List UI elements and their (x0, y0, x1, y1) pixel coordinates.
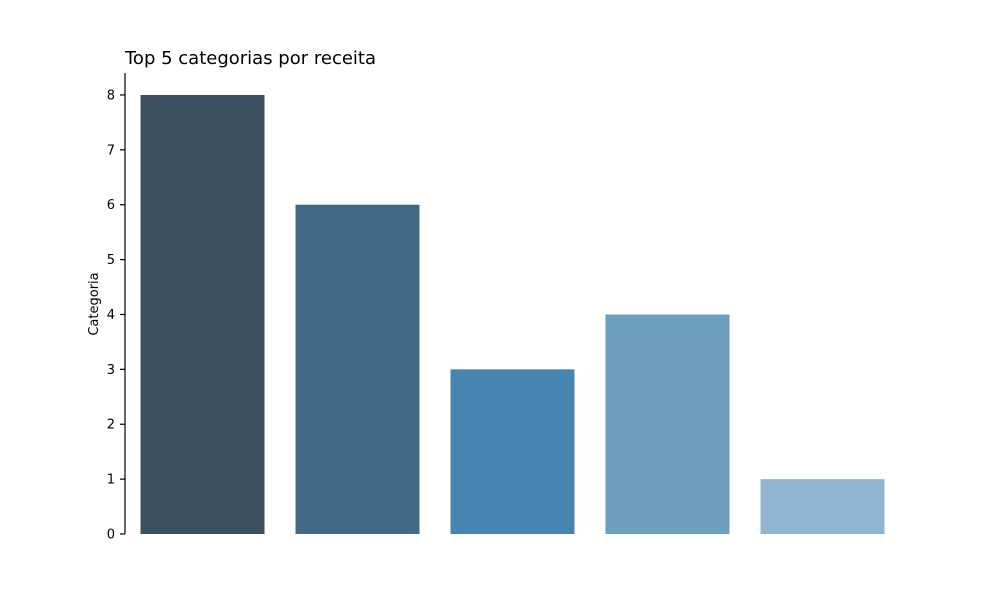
chart-title: Top 5 categorias por receita (124, 48, 376, 69)
y-tick-label: 2 (107, 418, 115, 433)
y-axis: 0 1 2 3 4 5 6 7 8 (107, 73, 126, 543)
y-tick-label: 6 (107, 198, 115, 213)
y-tick-label: 0 (107, 528, 115, 543)
bar-3 (450, 369, 575, 534)
bar-4 (605, 314, 730, 534)
y-tick-label: 4 (107, 308, 115, 323)
y-axis-label: Categoria (87, 272, 102, 335)
y-tick-label: 5 (107, 253, 115, 268)
y-tick-label: 1 (107, 473, 115, 488)
y-tick-label: 7 (107, 143, 115, 158)
bar-1 (140, 94, 265, 534)
bar-2 (295, 204, 420, 534)
bar-5 (760, 479, 885, 534)
y-tick-label: 3 (107, 363, 115, 378)
bars-group (140, 94, 885, 534)
y-tick-label: 8 (107, 88, 115, 103)
